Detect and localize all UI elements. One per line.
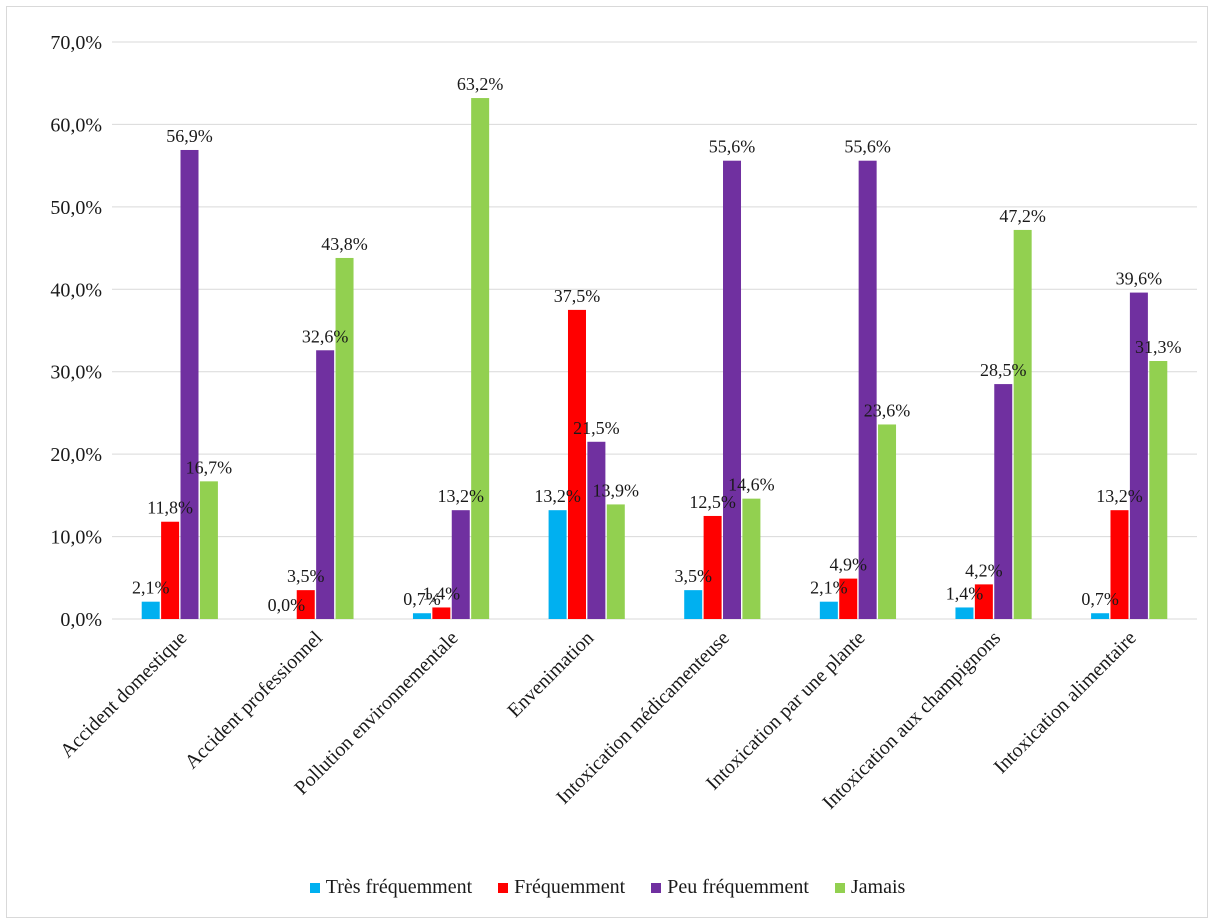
bar [548,510,567,619]
data-label: 21,5% [573,418,620,438]
data-label: 11,8% [147,498,193,518]
bar [955,607,974,619]
y-tick-label: 40,0% [50,279,102,301]
y-tick-label: 50,0% [50,197,102,219]
y-tick-label: 70,0% [50,32,102,54]
data-label: 13,9% [593,480,640,500]
x-category-label: Envenimation [503,627,598,722]
bar [316,350,335,619]
bar [335,257,354,619]
bar [994,384,1013,619]
data-label: 3,5% [674,566,712,586]
bar [878,424,897,619]
bar [1110,510,1129,619]
legend-item: Très fréquemment [309,876,473,899]
data-label: 63,2% [457,74,504,94]
data-label: 1,4% [946,583,984,603]
x-category-label: Accident domestique [56,627,191,762]
x-category-label: Intoxication alimentaire [990,627,1141,778]
bar [858,160,877,619]
bar [1149,361,1168,619]
data-label: 23,6% [864,400,911,420]
data-label: 16,7% [186,457,233,477]
data-label: 55,6% [709,137,756,157]
legend-swatch [498,882,509,893]
data-label: 43,8% [321,234,368,254]
bar [141,601,160,619]
data-label: 2,1% [810,578,848,598]
legend-swatch [834,882,845,893]
bars [141,98,1168,620]
data-label: 56,9% [166,126,213,146]
bar [199,481,218,619]
data-labels: 2,1% 11,8% 56,9% 16,7% 0,0% 3,5% 32,6% 43,8% 0,7… [132,74,1182,615]
data-label: 31,3% [1135,337,1182,357]
legend-label: Très fréquemment [325,876,473,898]
x-category-label: Accident professionnel [181,627,328,774]
data-label: 0,7% [1081,589,1119,609]
data-label: 4,9% [829,555,867,575]
data-label: 12,5% [689,492,736,512]
bar [1091,613,1110,619]
bar [723,160,742,619]
legend-item: Peu fréquemment [651,876,809,899]
y-tick-label: 30,0% [50,362,102,384]
data-label: 3,5% [287,566,325,586]
bar [161,521,180,619]
legend-label: Fréquemment [514,876,626,898]
data-label: 55,6% [844,137,891,157]
data-label: 0,7% [403,589,441,609]
data-label: 13,2% [438,486,485,506]
data-label: 47,2% [999,206,1046,226]
legend-swatch [309,882,320,893]
bar [839,578,858,619]
bar [1129,292,1148,619]
x-category-label: Intoxication par une plante [702,627,870,795]
bar [703,515,722,619]
bar [1013,229,1032,619]
bar [684,590,703,619]
bar [819,601,838,619]
data-label: 32,6% [302,326,349,346]
data-label: 13,2% [534,486,581,506]
data-label: 0,0% [268,595,306,615]
bar [567,309,586,619]
data-label: 37,5% [554,286,601,306]
data-label: 4,2% [965,560,1003,580]
data-label: 14,6% [728,475,775,495]
bar [451,510,470,619]
gridlines [112,41,1197,620]
legend-label: Jamais [850,876,906,898]
bar [296,590,315,619]
data-label: 39,6% [1116,269,1163,289]
data-label: 1,4% [423,583,461,603]
bar [471,98,490,620]
data-label: 2,1% [132,578,170,598]
bar [412,613,431,619]
data-label: 13,2% [1096,486,1143,506]
legend-label: Peu fréquemment [667,876,809,898]
bar [587,441,606,619]
legend-item: Jamais [834,876,906,899]
y-tick-label: 60,0% [50,114,102,136]
bar [606,504,625,619]
bar [974,584,993,619]
legend-swatch [651,882,662,893]
legend: Très fréquemment Fréquemment Peu fréquemme… [0,876,1215,899]
y-tick-label: 20,0% [50,444,102,466]
data-label: 28,5% [980,360,1027,380]
bar [432,607,451,619]
y-axis-tick-labels: 0,0% 10,0% 20,0% 30,0% 40,0% 50,0% 60,0% 70,0% [50,32,102,631]
y-tick-label: 10,0% [50,527,102,549]
legend-item: Fréquemment [498,876,625,899]
bar [180,149,199,620]
y-tick-label: 0,0% [60,609,102,631]
bar [742,498,761,619]
